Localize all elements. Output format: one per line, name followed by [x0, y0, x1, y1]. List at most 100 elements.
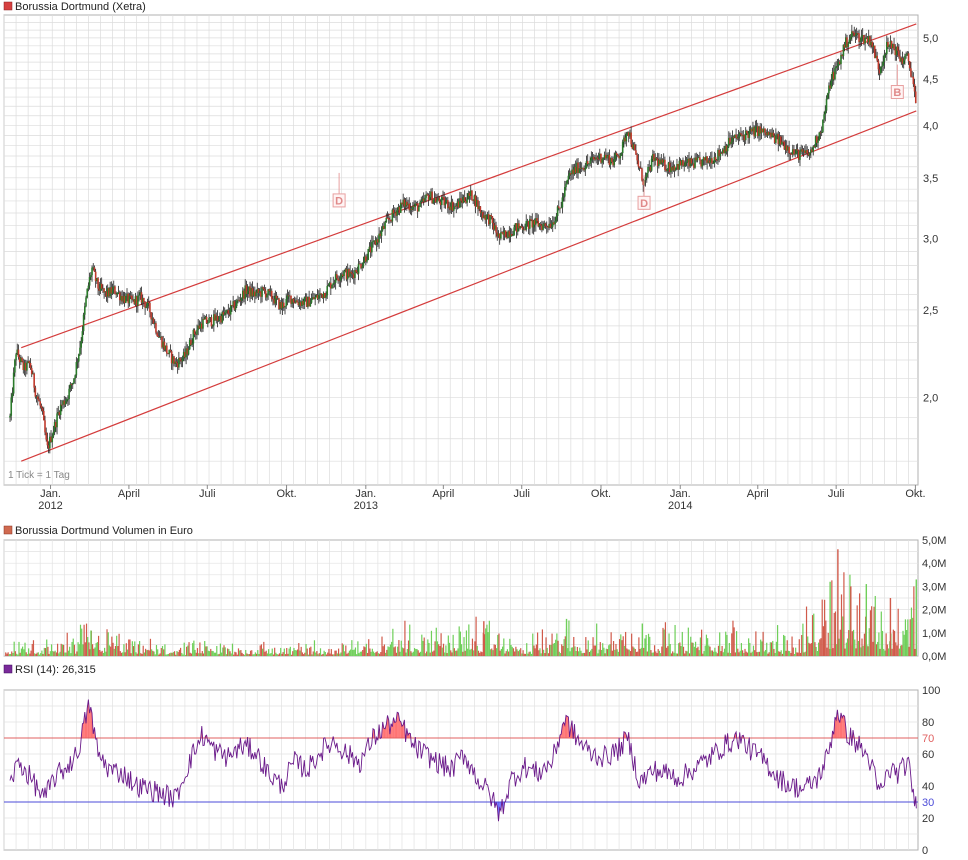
volume-bar: [54, 650, 56, 656]
candle-body: [556, 206, 559, 216]
volume-bar: [575, 651, 577, 656]
candle-body: [280, 302, 283, 309]
volume-bar-peak: [90, 630, 92, 656]
volume-bar: [852, 629, 855, 656]
candle-body: [647, 166, 649, 173]
volume-bar: [826, 647, 828, 656]
candle-body: [724, 145, 727, 154]
rsi-overbought-fill: [394, 721, 396, 738]
volume-bar: [248, 654, 250, 656]
volume-bar: [475, 616, 477, 656]
volume-bar: [146, 650, 148, 656]
candle-body: [496, 232, 499, 237]
candle-body: [754, 126, 757, 137]
volume-bar: [422, 640, 424, 656]
candle-body: [830, 80, 833, 89]
candle-body: [845, 37, 847, 48]
candle-body: [114, 286, 116, 294]
candle-body: [750, 128, 753, 132]
candle-body: [834, 68, 836, 80]
candle-body: [539, 224, 542, 226]
volume-bar: [31, 643, 33, 656]
volume-bar: [196, 648, 199, 656]
volume-bar: [268, 649, 270, 656]
candle-body: [887, 41, 889, 47]
volume-bar: [288, 648, 290, 656]
candle-body: [842, 44, 845, 57]
volume-bar: [785, 650, 787, 656]
candle-body: [281, 302, 284, 309]
volume-bar: [510, 644, 512, 656]
volume-bar: [629, 651, 632, 656]
volume-bar: [486, 624, 488, 656]
candle-body: [883, 54, 886, 62]
volume-bar: [668, 633, 670, 656]
volume-bar: [485, 628, 487, 656]
volume-bar: [552, 643, 554, 656]
candle-body: [248, 286, 250, 292]
candle-body: [438, 197, 441, 202]
rsi-line-group: [9, 699, 917, 822]
volume-bar: [286, 648, 288, 656]
candle-body: [146, 301, 149, 307]
volume-bar: [775, 641, 777, 656]
volume-bar: [18, 641, 20, 656]
candle-body: [46, 439, 49, 446]
volume-bar: [306, 648, 308, 656]
candle-body: [371, 242, 373, 253]
candle-body: [45, 432, 48, 440]
candle-body: [416, 203, 419, 212]
volume-bar: [534, 648, 536, 656]
volume-bar: [893, 630, 896, 656]
candle-body: [104, 291, 107, 293]
candle-body: [455, 205, 458, 207]
candle-body: [756, 126, 759, 137]
candle-body: [96, 278, 98, 282]
candle-body: [781, 141, 783, 145]
candle-body: [103, 288, 105, 293]
candle-body: [296, 300, 298, 303]
channel-lower-line: [21, 110, 917, 462]
volume-bar: [128, 639, 130, 656]
candle-body: [759, 126, 761, 134]
candle-body: [210, 317, 213, 327]
candle-body: [285, 298, 288, 307]
volume-bar: [476, 645, 478, 656]
volume-bar: [638, 637, 640, 656]
volume-bar: [502, 646, 504, 656]
candle-body: [688, 158, 690, 167]
volume-bar: [312, 651, 314, 656]
candle-body: [705, 156, 707, 161]
volume-bar: [606, 649, 609, 656]
volume-bar: [491, 648, 493, 656]
candle-body: [740, 133, 742, 135]
candle-body: [16, 349, 19, 355]
volume-bar: [824, 599, 826, 656]
candle-body: [261, 287, 263, 297]
candle-body: [222, 312, 225, 315]
price-x-year-label: 2012: [38, 500, 62, 512]
volume-bar: [787, 650, 790, 656]
volume-bar-peak: [565, 618, 568, 656]
price-y-tick-label: 3,5: [923, 173, 938, 185]
volume-bar: [822, 626, 825, 656]
candle-body: [40, 405, 43, 408]
candle-body: [882, 61, 884, 66]
volume-bar: [432, 651, 434, 656]
rsi-y-tick-label: 40: [922, 781, 934, 793]
volume-bar: [182, 654, 184, 656]
candle-body: [33, 373, 35, 388]
candle-body: [728, 137, 730, 147]
rsi-overbought-fill: [837, 709, 839, 738]
candle-body: [711, 158, 713, 164]
volume-bar: [666, 647, 668, 656]
volume-bar: [464, 650, 466, 656]
volume-bar: [105, 651, 107, 656]
volume-bar: [516, 649, 518, 656]
candle-body: [275, 295, 278, 299]
volume-bar: [399, 651, 401, 656]
volume-bar: [426, 651, 428, 656]
candle-body: [391, 209, 394, 222]
candle-body: [767, 132, 770, 135]
volume-bar: [416, 648, 418, 656]
